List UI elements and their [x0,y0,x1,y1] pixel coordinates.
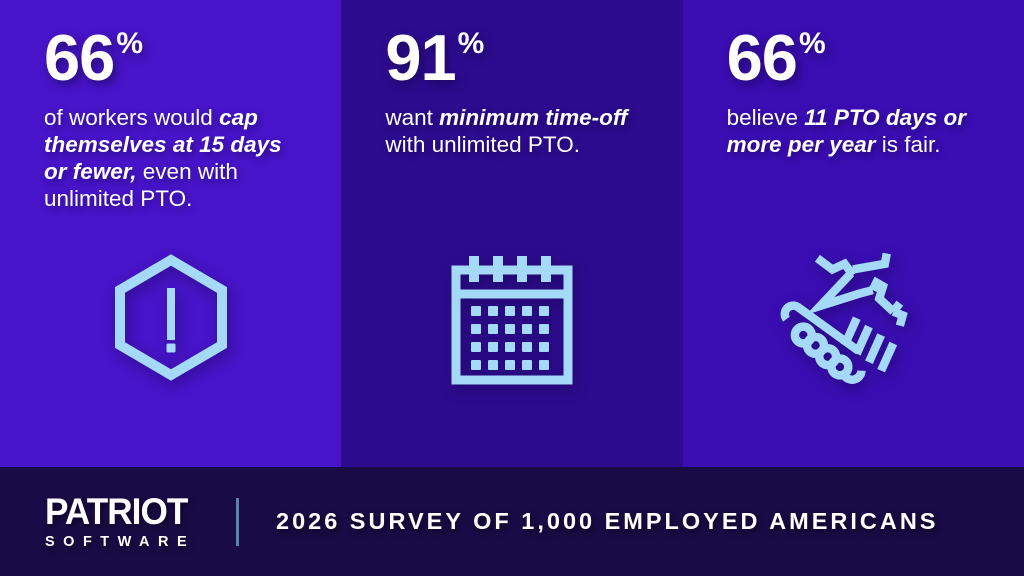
alert-hexagon-icon [114,254,227,381]
stat-icon-wrap [0,250,341,382]
description-text: is fair. [875,132,941,157]
stat-icon-wrap [341,252,682,388]
stat-block: 66% believe 11 PTO days or more per year… [683,0,1024,158]
description-text: believe [726,105,805,130]
stat-columns: 66% of workers would cap themselves at 1… [0,0,1024,467]
percent-sign: % [457,27,485,60]
stat-description: want minimum time-off with unlimited PTO… [385,104,645,158]
stat-number: 66 [44,21,115,94]
footer-bar: PATRIOT SOFTWARE 2026 SURVEY OF 1,000 EM… [0,467,1024,576]
description-emphasis: cap themselves at 15 days or fewer, [44,105,282,184]
stat-icon-wrap [683,246,1024,396]
stat-percentage: 91% [385,25,658,90]
description-text: even with unlimited PTO. [44,159,238,211]
stat-column-cap-days: 66% of workers would cap themselves at 1… [0,0,342,467]
logo-wordmark: PATRIOT [45,491,188,532]
description-text: want [385,105,440,130]
percent-sign: % [798,27,826,60]
footer-divider [236,497,239,546]
logo-subtext: SOFTWARE [45,534,196,550]
percent-sign: % [116,27,143,60]
description-emphasis: 11 PTO days or more per year [726,105,966,157]
stat-column-minimum-time-off: 91% want minimum time-off with unlimited… [341,0,683,467]
stat-block: 91% want minimum time-off with unlimited… [341,0,682,158]
stat-percentage: 66% [727,25,1000,90]
stat-block: 66% of workers would cap themselves at 1… [0,0,341,212]
stat-column-fair-pto-days: 66% believe 11 PTO days or more per year… [682,0,1024,467]
survey-caption: 2026 SURVEY OF 1,000 EMPLOYED AMERICANS [276,508,939,534]
description-text: with unlimited PTO. [385,132,580,157]
handshake-icon [780,252,909,384]
stat-number: 91 [385,21,456,94]
stat-percentage: 66% [44,25,317,90]
calendar-icon [451,256,573,385]
patriot-software-logo: PATRIOT SOFTWARE [45,493,198,550]
stat-number: 66 [726,21,798,94]
stat-description: believe 11 PTO days or more per year is … [727,104,989,158]
description-text: of workers would [44,105,220,130]
stat-description: of workers would cap themselves at 15 da… [44,104,302,212]
description-emphasis: minimum time-off [439,105,628,130]
